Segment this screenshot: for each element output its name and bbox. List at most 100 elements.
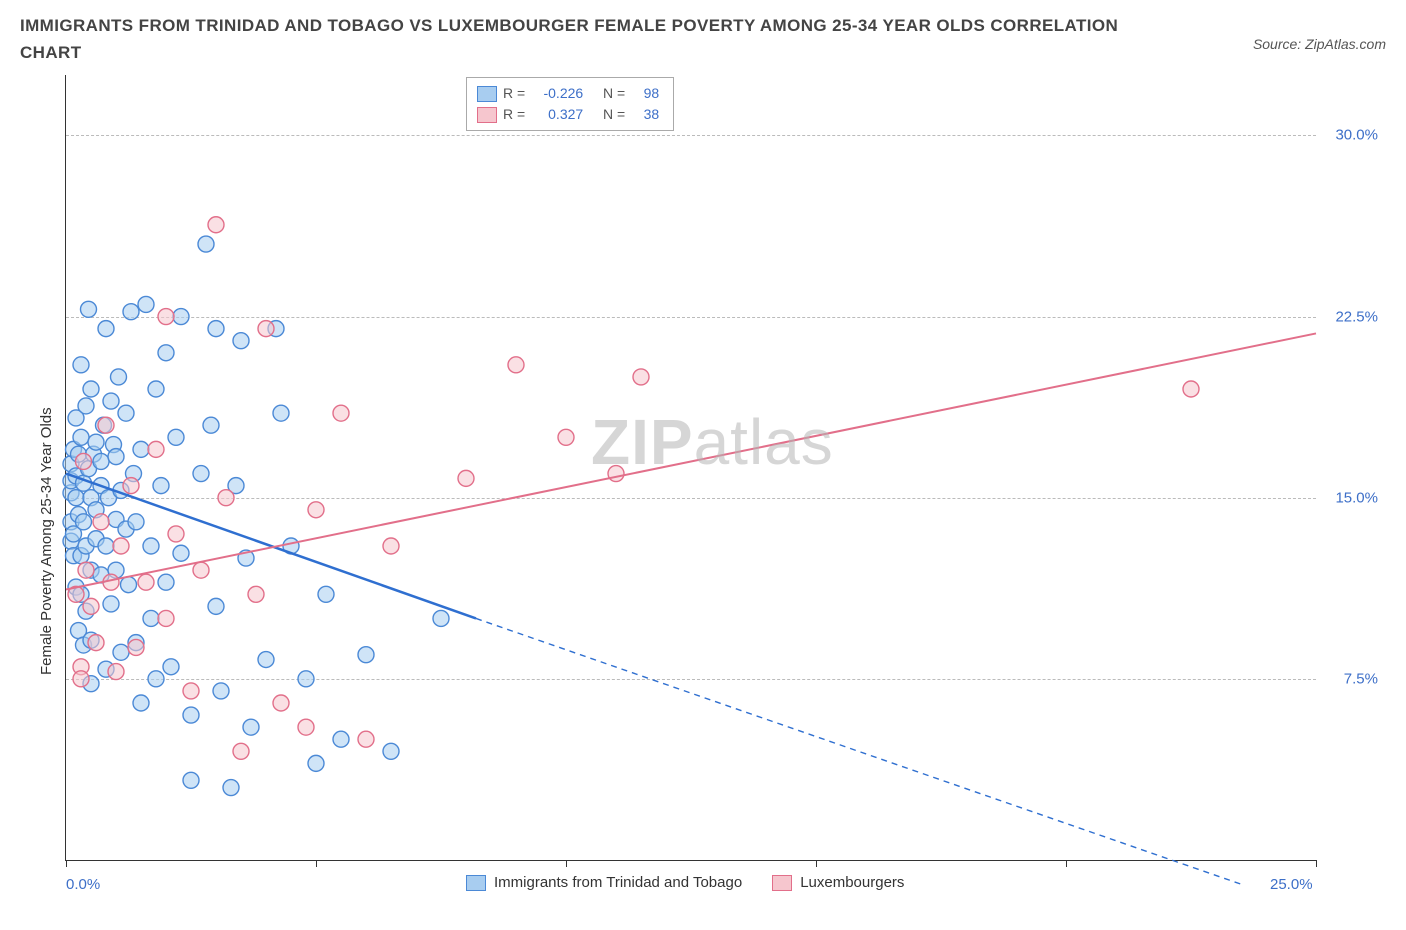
data-point-trinidad	[83, 632, 99, 648]
swatch-trinidad	[466, 875, 486, 891]
data-point-trinidad	[238, 550, 254, 566]
data-point-lux	[73, 659, 89, 675]
plot-area: 7.5%15.0%22.5%30.0%ZIPatlasR =-0.226 N =…	[65, 75, 1316, 861]
data-point-lux	[633, 369, 649, 385]
r-value-lux: 0.327	[531, 104, 583, 125]
y-tick-label: 7.5%	[1344, 670, 1378, 687]
r-label: R =	[503, 104, 525, 125]
source-attribution: Source: ZipAtlas.com	[1253, 36, 1386, 52]
data-point-lux	[148, 441, 164, 457]
swatch-lux	[772, 875, 792, 891]
data-point-trinidad	[76, 475, 92, 491]
data-point-trinidad	[308, 755, 324, 771]
gridline	[66, 135, 1316, 136]
data-point-lux	[508, 357, 524, 373]
data-point-lux	[123, 478, 139, 494]
data-point-trinidad	[98, 321, 114, 337]
series-legend: Immigrants from Trinidad and Tobago Luxem…	[466, 874, 904, 891]
data-point-trinidad	[118, 521, 134, 537]
swatch-trinidad	[477, 86, 497, 102]
data-point-trinidad	[138, 296, 154, 312]
data-point-trinidad	[213, 683, 229, 699]
data-point-trinidad	[113, 644, 129, 660]
x-tick-label: 0.0%	[66, 876, 100, 893]
data-point-trinidad	[76, 514, 92, 530]
data-point-trinidad	[93, 453, 109, 469]
data-point-lux	[558, 429, 574, 445]
data-point-trinidad	[63, 533, 79, 549]
data-point-lux	[383, 538, 399, 554]
data-point-trinidad	[93, 478, 109, 494]
series-name-trinidad: Immigrants from Trinidad and Tobago	[494, 874, 742, 891]
watermark-rest: atlas	[694, 406, 834, 478]
data-point-trinidad	[198, 236, 214, 252]
data-point-trinidad	[73, 429, 89, 445]
data-point-trinidad	[168, 429, 184, 445]
data-point-lux	[608, 466, 624, 482]
data-point-trinidad	[233, 333, 249, 349]
data-point-trinidad	[88, 434, 104, 450]
data-point-trinidad	[193, 466, 209, 482]
stats-legend-row-trinidad: R =-0.226 N =98	[477, 83, 659, 104]
data-point-trinidad	[208, 321, 224, 337]
page-title: IMMIGRANTS FROM TRINIDAD AND TOBAGO VS L…	[20, 12, 1150, 66]
data-point-trinidad	[223, 780, 239, 796]
data-point-lux	[168, 526, 184, 542]
data-point-lux	[138, 574, 154, 590]
data-point-trinidad	[183, 772, 199, 788]
chart-container: Female Poverty Among 25-34 Year Olds 7.5…	[20, 75, 1386, 895]
data-point-lux	[76, 453, 92, 469]
watermark: ZIPatlas	[591, 405, 834, 479]
gridline	[66, 498, 1316, 499]
stats-legend: R =-0.226 N =98R =0.327 N =38	[466, 77, 674, 131]
data-point-trinidad	[71, 507, 87, 523]
data-point-trinidad	[103, 596, 119, 612]
data-point-trinidad	[318, 586, 334, 602]
x-tick	[1066, 860, 1067, 867]
data-point-trinidad	[66, 526, 82, 542]
trendline-trinidad-dashed	[476, 618, 1241, 884]
x-tick-label: 25.0%	[1270, 876, 1313, 893]
data-point-lux	[273, 695, 289, 711]
data-point-trinidad	[203, 417, 219, 433]
data-point-trinidad	[153, 478, 169, 494]
data-point-trinidad	[121, 577, 137, 593]
data-point-trinidad	[63, 473, 79, 489]
data-point-trinidad	[108, 511, 124, 527]
data-point-trinidad	[433, 610, 449, 626]
trendline-trinidad-solid	[66, 474, 476, 619]
data-point-trinidad	[73, 586, 89, 602]
data-point-lux	[83, 598, 99, 614]
r-value-trinidad: -0.226	[531, 83, 583, 104]
data-point-trinidad	[68, 579, 84, 595]
data-point-trinidad	[243, 719, 259, 735]
trendline-lux	[66, 333, 1316, 589]
data-point-lux	[258, 321, 274, 337]
data-point-trinidad	[148, 381, 164, 397]
data-point-trinidad	[108, 562, 124, 578]
data-point-lux	[68, 586, 84, 602]
data-point-trinidad	[71, 623, 87, 639]
data-point-trinidad	[73, 357, 89, 373]
y-tick-label: 22.5%	[1335, 308, 1378, 325]
data-point-lux	[333, 405, 349, 421]
n-value-trinidad: 98	[631, 83, 659, 104]
data-point-trinidad	[103, 393, 119, 409]
data-point-trinidad	[118, 405, 134, 421]
gridline	[66, 679, 1316, 680]
data-point-lux	[358, 731, 374, 747]
data-point-trinidad	[163, 659, 179, 675]
data-point-trinidad	[183, 707, 199, 723]
data-point-trinidad	[76, 637, 92, 653]
data-point-trinidad	[208, 598, 224, 614]
series-legend-item-lux: Luxembourgers	[772, 874, 904, 891]
data-point-trinidad	[83, 381, 99, 397]
data-point-trinidad	[66, 441, 82, 457]
data-point-trinidad	[78, 538, 94, 554]
swatch-lux	[477, 107, 497, 123]
data-point-lux	[113, 538, 129, 554]
series-legend-item-trinidad: Immigrants from Trinidad and Tobago	[466, 874, 742, 891]
y-tick-label: 15.0%	[1335, 489, 1378, 506]
data-point-lux	[233, 743, 249, 759]
data-point-lux	[308, 502, 324, 518]
